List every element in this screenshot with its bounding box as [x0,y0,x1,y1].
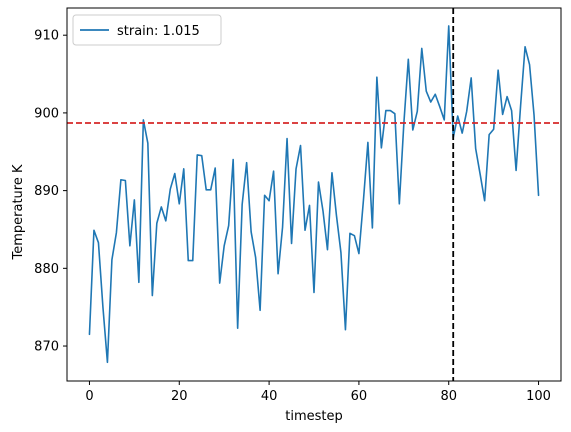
x-tick-label: 20 [171,389,188,404]
y-tick-label: 890 [34,184,59,199]
x-tick-label: 80 [440,389,457,404]
x-tick-label: 0 [85,389,93,404]
series-line-0 [88,25,540,364]
legend-label: strain: 1.015 [117,24,200,39]
y-tick-label: 900 [34,106,59,121]
y-tick-label: 880 [34,262,59,277]
legend-box [72,14,222,46]
plot-frame [66,7,562,382]
y-tick-label: 870 [34,340,59,355]
legend: strain: 1.015 [72,14,222,46]
x-tick-label: 100 [526,389,551,404]
x-axis-label: timestep [285,409,343,424]
y-axis-label: Temperature K [11,164,26,260]
x-tick-label: 60 [351,389,368,404]
x-tick-label: 40 [261,389,278,404]
y-tick-label: 910 [34,29,59,44]
